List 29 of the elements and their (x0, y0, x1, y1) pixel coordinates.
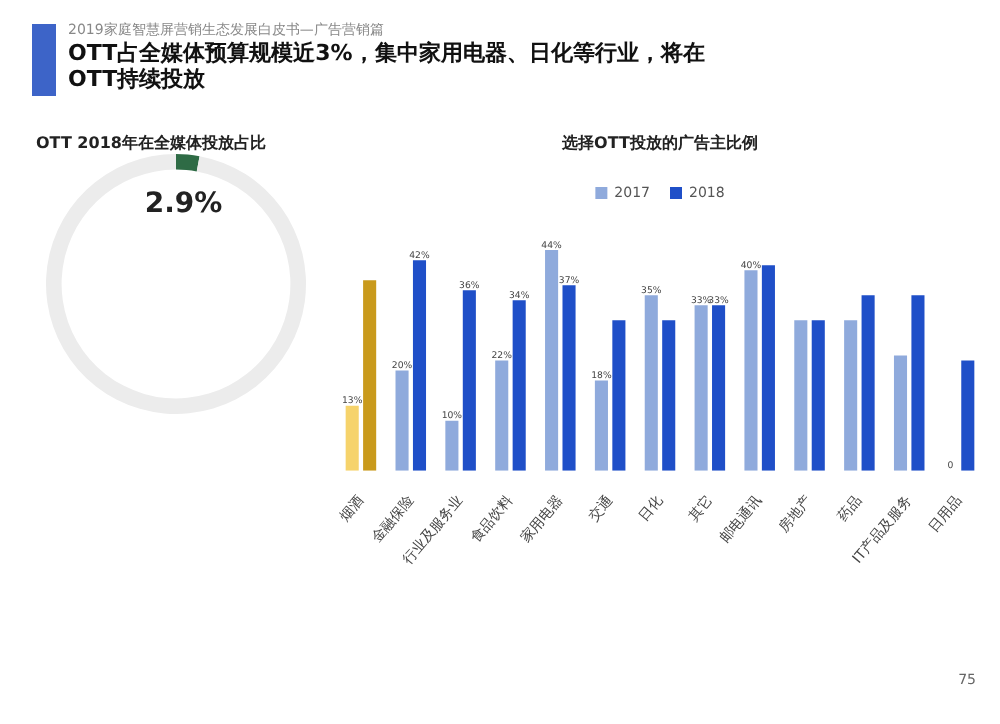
chart-title: OTT 2018年在全媒体投放占比 (34, 132, 268, 154)
bar (644, 295, 658, 471)
bar (445, 420, 459, 471)
bar (545, 250, 559, 471)
bar (694, 305, 708, 471)
bar (395, 370, 409, 471)
bar (462, 290, 476, 471)
bar (562, 285, 576, 471)
bar (363, 280, 377, 471)
bar (412, 260, 427, 471)
bar (811, 320, 825, 471)
bar (893, 355, 908, 471)
bar (594, 380, 608, 471)
bar (612, 320, 626, 471)
text: OTT占全媒体预算规模近3%，集中家用电器、日化等行业，将在OTT持续投放 (68, 40, 707, 92)
bar (761, 265, 775, 471)
bar (844, 320, 858, 471)
bar (512, 300, 526, 471)
bar (861, 295, 875, 471)
bar (744, 270, 758, 471)
data-label: 2.9% (144, 187, 223, 220)
bar (961, 360, 975, 471)
bar (794, 320, 808, 471)
chart-title: 选择OTT投放的广告主比例 (560, 132, 760, 154)
bar (495, 360, 509, 471)
bar (911, 295, 925, 471)
bar (662, 320, 676, 471)
bar (345, 405, 359, 471)
bar (712, 305, 726, 471)
